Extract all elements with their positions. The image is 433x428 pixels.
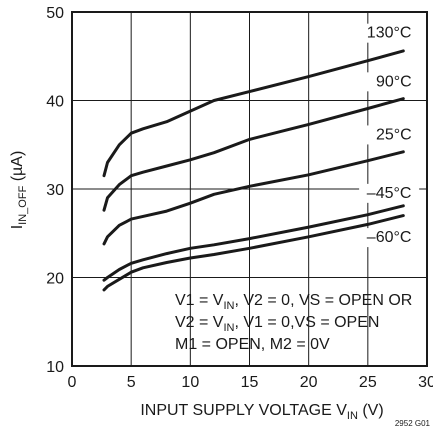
series-labels: 130°C 90°C 25°C –45°C –60°C — [359, 23, 424, 248]
x-tick-label: 10 — [181, 374, 199, 391]
y-tick-label: 30 — [46, 182, 64, 199]
y-tick-label: 40 — [46, 94, 64, 111]
series-label: 130°C — [367, 25, 412, 42]
series-line — [102, 214, 405, 292]
x-tick-labels: 0 5 10 15 20 25 30 — [68, 374, 433, 391]
y-tick-labels: 10 20 30 40 50 — [46, 5, 64, 376]
series-lines — [102, 49, 405, 292]
conditions-annotation: V1 = VIN, V2 = 0, VS = OPEN OR V2 = VIN,… — [175, 292, 412, 353]
annotation-line-3: M1 = OPEN, M2 = 0V — [175, 336, 330, 353]
series-label: –60°C — [367, 229, 412, 246]
series-label-bg — [359, 23, 420, 43]
x-tick-label: 15 — [241, 374, 259, 391]
x-tick-label: 5 — [127, 374, 136, 391]
series-line — [102, 150, 405, 246]
x-tick-label: 30 — [418, 374, 433, 391]
series-label: 90°C — [376, 73, 412, 90]
y-tick-label: 50 — [46, 5, 64, 22]
annotation-line-1: V1 = VIN, V2 = 0, VS = OPEN OR — [175, 292, 412, 312]
plot-frame — [71, 11, 428, 367]
x-axis-label: INPUT SUPPLY VOLTAGE VIN (V) — [140, 402, 383, 422]
x-tick-label: 0 — [68, 374, 77, 391]
x-tick-label: 20 — [300, 374, 318, 391]
series-line — [102, 204, 405, 282]
series-line — [102, 49, 405, 178]
y-axis-label: IIN_OFF (µA) — [9, 151, 29, 230]
y-tick-label: 20 — [46, 271, 64, 288]
series-label-bg — [363, 72, 424, 92]
series-label-bg — [363, 125, 424, 145]
series-label: 25°C — [376, 126, 412, 143]
series-label: –45°C — [367, 185, 412, 202]
series-line — [102, 97, 405, 212]
series-label-bg — [359, 183, 420, 203]
figure-code: 2952 G01 — [395, 419, 431, 428]
y-tick-label: 10 — [46, 359, 64, 376]
x-tick-label: 25 — [359, 374, 377, 391]
annotation-line-2: V2 = VIN, V1 = 0,VS = OPEN — [175, 314, 379, 334]
series-label-bg — [359, 228, 420, 248]
